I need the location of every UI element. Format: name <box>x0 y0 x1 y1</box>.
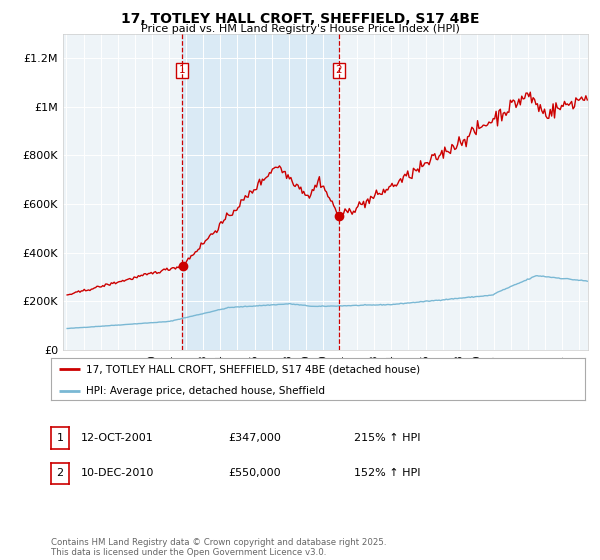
Text: 12-OCT-2001: 12-OCT-2001 <box>81 433 154 443</box>
Text: 1: 1 <box>56 433 64 443</box>
Text: £347,000: £347,000 <box>228 433 281 443</box>
Text: 10-DEC-2010: 10-DEC-2010 <box>81 468 154 478</box>
Text: HPI: Average price, detached house, Sheffield: HPI: Average price, detached house, Shef… <box>86 386 325 396</box>
Text: Price paid vs. HM Land Registry's House Price Index (HPI): Price paid vs. HM Land Registry's House … <box>140 24 460 34</box>
Text: 2: 2 <box>335 65 343 75</box>
Bar <box>182 34 339 350</box>
Text: 152% ↑ HPI: 152% ↑ HPI <box>354 468 421 478</box>
Text: 1: 1 <box>179 65 185 75</box>
Text: £550,000: £550,000 <box>228 468 281 478</box>
Text: 215% ↑ HPI: 215% ↑ HPI <box>354 433 421 443</box>
Text: 17, TOTLEY HALL CROFT, SHEFFIELD, S17 4BE: 17, TOTLEY HALL CROFT, SHEFFIELD, S17 4B… <box>121 12 479 26</box>
Text: Contains HM Land Registry data © Crown copyright and database right 2025.
This d: Contains HM Land Registry data © Crown c… <box>51 538 386 557</box>
Text: 17, TOTLEY HALL CROFT, SHEFFIELD, S17 4BE (detached house): 17, TOTLEY HALL CROFT, SHEFFIELD, S17 4B… <box>86 365 420 374</box>
Text: 2: 2 <box>56 468 64 478</box>
